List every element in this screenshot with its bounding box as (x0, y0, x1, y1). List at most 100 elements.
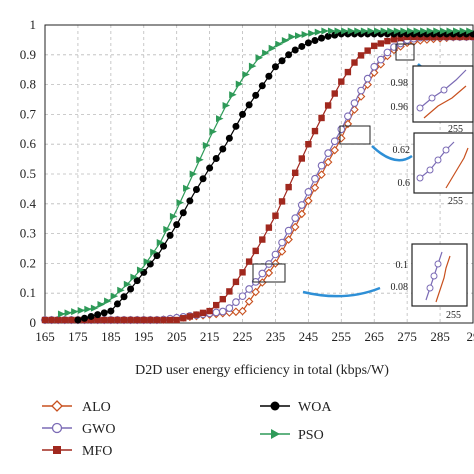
legend-item-alo: ALO (42, 400, 111, 415)
y-tick-label: 0 (30, 315, 37, 330)
data-point (48, 316, 55, 324)
data-point (180, 315, 187, 322)
data-point (120, 293, 128, 301)
x-tick-label: 285 (430, 329, 450, 344)
data-point (344, 112, 352, 121)
data-point (413, 27, 422, 35)
data-point (74, 316, 82, 324)
y-tick-label: 0.9 (20, 47, 36, 62)
data-point (81, 314, 89, 322)
data-point (202, 141, 211, 149)
data-point (265, 224, 273, 231)
y-tick-label: 0.1 (20, 285, 36, 300)
data-point (426, 27, 435, 35)
data-point (163, 225, 171, 233)
data-point (192, 185, 200, 193)
callout-arrow-bottom (302, 286, 381, 298)
data-point (338, 78, 345, 85)
data-point (354, 27, 362, 35)
data-point (133, 277, 141, 285)
data-point (278, 238, 286, 247)
data-point (41, 316, 49, 324)
data-point (295, 32, 303, 40)
data-point (183, 184, 191, 192)
data-point (179, 209, 187, 217)
data-point (258, 82, 266, 90)
data-point (297, 201, 306, 209)
data-point (235, 80, 244, 88)
data-point (324, 102, 332, 109)
y-tick-label: 0.6 (20, 136, 37, 151)
data-point (244, 297, 254, 306)
data-point (140, 316, 147, 324)
callout-arrow-middle (371, 145, 413, 162)
data-point (384, 37, 391, 45)
data-point (298, 155, 305, 162)
inset-bottom-xtick: 255 (446, 310, 461, 321)
data-point (278, 57, 286, 65)
data-point (90, 304, 99, 312)
data-point (160, 316, 167, 324)
y-tick-label: 0.5 (20, 166, 36, 181)
data-point (110, 292, 119, 300)
data-point (387, 27, 395, 35)
data-point (367, 27, 375, 35)
data-point (153, 252, 161, 260)
data-point (330, 137, 339, 146)
data-point (166, 316, 174, 324)
data-point (272, 212, 279, 219)
data-point (64, 309, 73, 317)
y-tick-label: 0.7 (20, 106, 37, 121)
data-point (281, 36, 290, 44)
zoom-box-bottom (252, 263, 286, 283)
data-point (251, 287, 260, 297)
legend-item-pso: PSO (260, 428, 324, 443)
data-point (351, 59, 358, 66)
data-point (231, 307, 241, 317)
data-point (219, 295, 226, 303)
data-point (215, 115, 224, 123)
legend-item-gwo: GWO (42, 422, 115, 437)
data-point (71, 308, 79, 316)
data-point (364, 47, 371, 54)
inset-top-xtick: 255 (448, 124, 463, 135)
data-point (97, 301, 105, 309)
legend-label-mfo: MFO (82, 444, 112, 459)
data-point (323, 157, 333, 167)
data-point (153, 316, 161, 324)
data-point (466, 27, 474, 35)
data-point (285, 183, 292, 191)
inset-bottom: 0.1 0.08 255 (391, 243, 468, 321)
data-point (54, 316, 62, 324)
data-point (308, 29, 316, 37)
data-point (337, 133, 346, 143)
inset-middle-ytick: 0.62 (393, 145, 411, 156)
data-point (397, 34, 404, 42)
data-point (298, 42, 306, 50)
inset-top-ytick: 0.98 (391, 78, 409, 89)
data-point (104, 297, 112, 305)
legend-item-woa: WOA (260, 400, 332, 415)
data-point (173, 221, 181, 229)
data-point (173, 316, 180, 324)
data-point (113, 300, 121, 308)
data-point (169, 212, 178, 220)
data-point (245, 258, 253, 265)
data-point (127, 285, 135, 293)
y-tick-label: 1 (30, 17, 37, 32)
data-point (278, 198, 286, 205)
data-point (344, 68, 352, 76)
data-point (232, 122, 240, 130)
data-point (318, 114, 325, 122)
data-point (400, 27, 408, 35)
data-point (160, 242, 168, 250)
data-point (209, 128, 217, 136)
series-pso (57, 27, 474, 318)
data-point (377, 40, 385, 47)
data-point (213, 301, 220, 309)
data-point (317, 170, 326, 179)
data-point (255, 54, 263, 62)
data-point (252, 247, 259, 255)
data-point (245, 285, 253, 293)
